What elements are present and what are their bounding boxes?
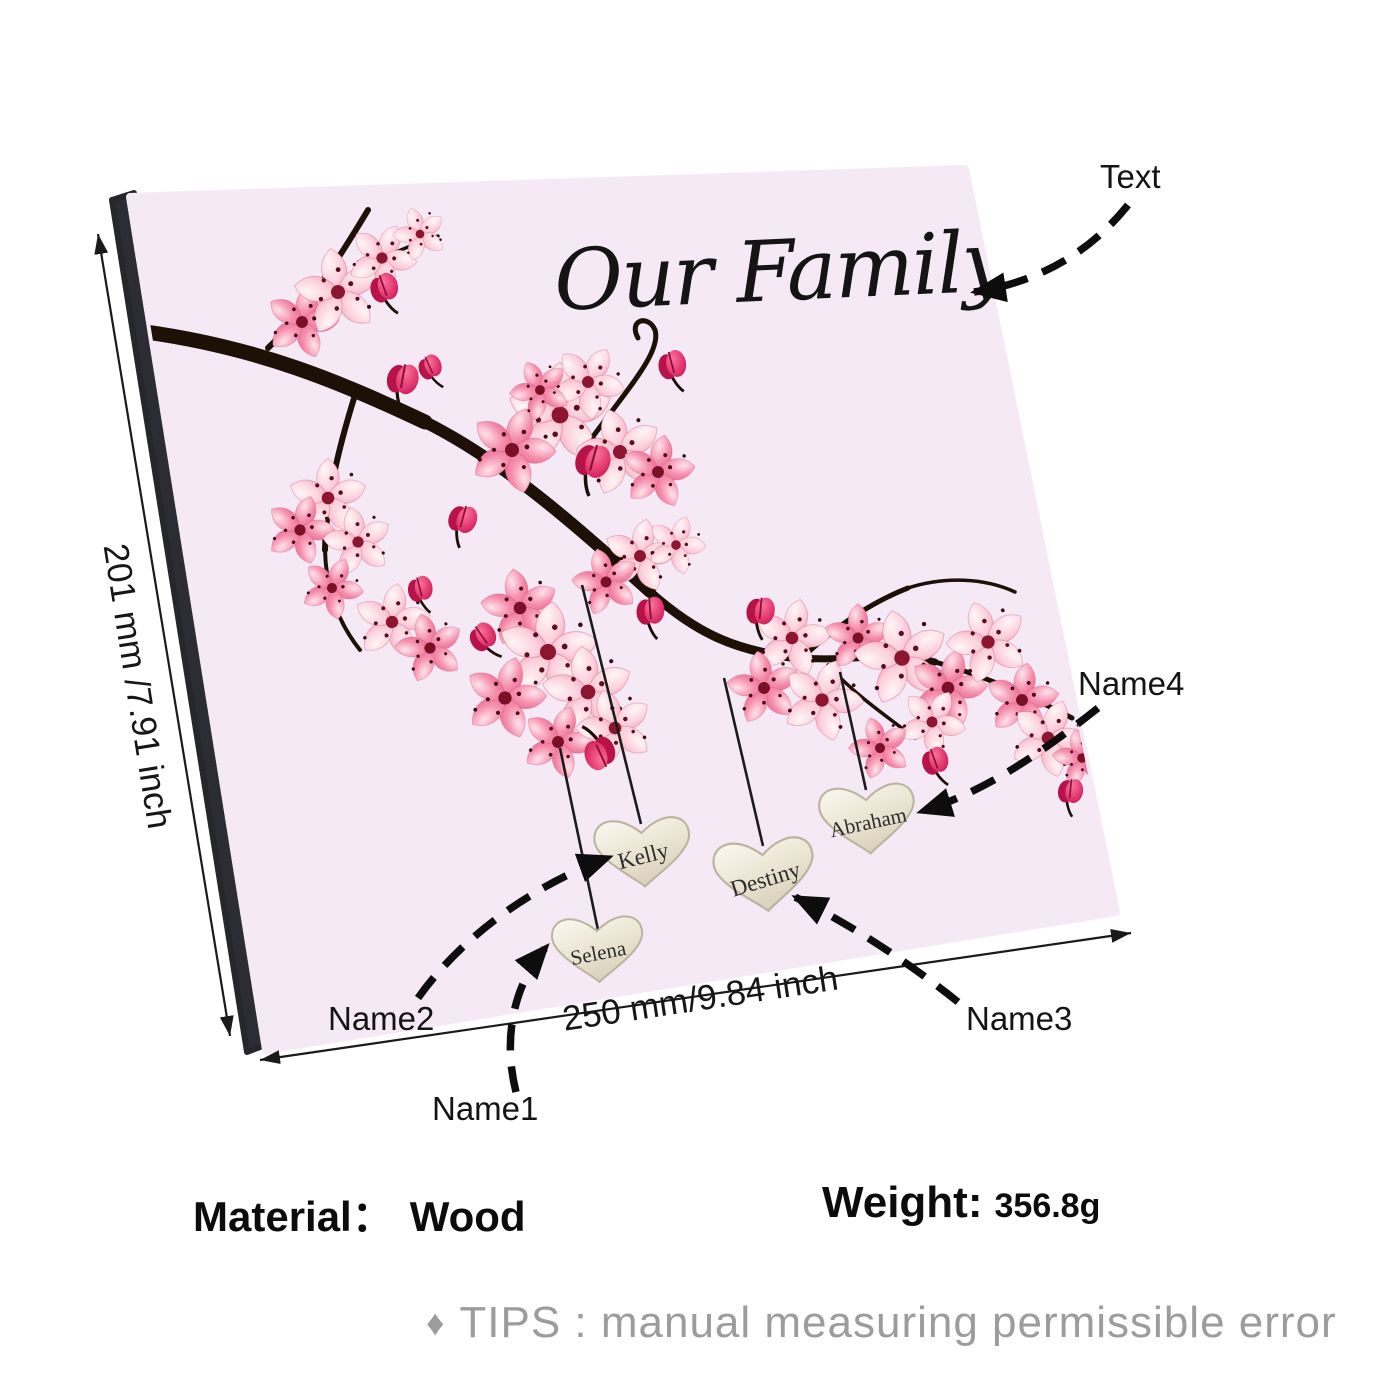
string-selena	[558, 747, 600, 931]
dimension-lines	[94, 233, 1132, 1065]
weight-value: 356.8g	[994, 1187, 1101, 1225]
name1-callout-arrow	[506, 942, 550, 1093]
width-dimension-line	[259, 928, 1132, 1065]
callout-label-name4: Name4	[1078, 665, 1184, 702]
callout-label-name2: Name2	[328, 1000, 434, 1037]
name4-callout-arrow	[916, 705, 1101, 817]
string-kelly	[580, 584, 643, 825]
callout-arrows	[414, 202, 1131, 1093]
material-spec: Material： Wood	[193, 1183, 526, 1244]
material-value: Wood	[409, 1193, 526, 1240]
tips-text: TIPS : manual measuring permissible erro…	[459, 1298, 1337, 1347]
plaque-title-text: Our Family	[552, 212, 1013, 330]
weight-spec: Weight: 356.8g	[822, 1178, 1100, 1228]
name-heart-kelly: Kelly	[592, 814, 694, 891]
name3-callout-arrow	[791, 893, 961, 1005]
string-abraham	[838, 671, 868, 791]
callout-label-name3: Name3	[966, 1000, 1072, 1037]
material-label: Material：	[193, 1193, 394, 1240]
height-dimension-line	[94, 233, 234, 1037]
heart-strings	[558, 584, 868, 931]
height-dimension-label: 201 mm /7.91 inch	[96, 541, 180, 831]
tips-note: ♦ TIPS : manual measuring permissible er…	[426, 1298, 1337, 1348]
string-destiny	[722, 677, 765, 847]
name2-callout-arrow	[414, 853, 614, 1001]
text-callout-arrow	[970, 202, 1131, 303]
diamond-icon: ♦	[426, 1302, 446, 1343]
weight-label: Weight:	[822, 1178, 983, 1227]
callout-label-text: Text	[1100, 158, 1161, 195]
callout-label-name1: Name1	[432, 1090, 538, 1127]
